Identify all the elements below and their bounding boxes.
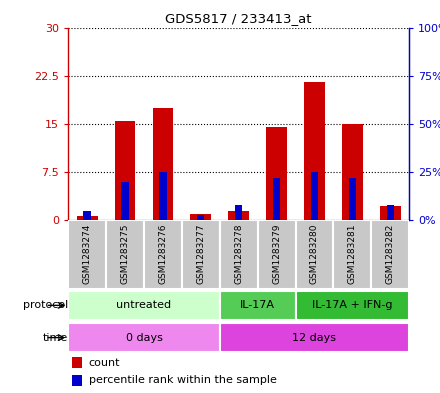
Text: GSM1283278: GSM1283278 <box>234 224 243 285</box>
Bar <box>334 220 371 289</box>
Bar <box>235 205 242 220</box>
Bar <box>72 357 82 368</box>
Text: GSM1283274: GSM1283274 <box>83 224 92 284</box>
Bar <box>220 291 296 320</box>
Bar <box>159 172 167 220</box>
Bar <box>68 220 106 289</box>
Text: IL-17A: IL-17A <box>240 300 275 310</box>
Text: GSM1283279: GSM1283279 <box>272 224 281 285</box>
Bar <box>220 323 409 352</box>
Bar <box>371 220 409 289</box>
Bar <box>311 172 318 220</box>
Bar <box>304 82 325 220</box>
Bar <box>72 375 82 386</box>
Text: percentile rank within the sample: percentile rank within the sample <box>89 375 276 385</box>
Text: GSM1283281: GSM1283281 <box>348 224 357 285</box>
Text: 0 days: 0 days <box>125 332 162 343</box>
Bar <box>68 291 220 320</box>
Bar <box>266 127 287 220</box>
Text: time: time <box>43 332 68 343</box>
Bar <box>144 220 182 289</box>
Bar <box>349 178 356 220</box>
Text: GSM1283277: GSM1283277 <box>196 224 205 285</box>
Bar <box>121 182 128 220</box>
Bar <box>387 205 394 220</box>
Title: GDS5817 / 233413_at: GDS5817 / 233413_at <box>165 12 312 25</box>
Text: protocol: protocol <box>23 300 68 310</box>
Bar <box>197 215 205 220</box>
Text: count: count <box>89 358 120 367</box>
Bar <box>106 220 144 289</box>
Text: 12 days: 12 days <box>293 332 337 343</box>
Text: GSM1283280: GSM1283280 <box>310 224 319 285</box>
Bar <box>296 220 334 289</box>
Bar <box>228 211 249 220</box>
Bar <box>273 178 280 220</box>
Text: GSM1283276: GSM1283276 <box>158 224 168 285</box>
Text: untreated: untreated <box>117 300 172 310</box>
Bar <box>182 220 220 289</box>
Bar <box>296 291 409 320</box>
Bar <box>77 216 98 220</box>
Text: GSM1283282: GSM1283282 <box>386 224 395 284</box>
Bar <box>114 121 136 220</box>
Bar <box>342 124 363 220</box>
Bar <box>380 206 401 220</box>
Text: GSM1283275: GSM1283275 <box>121 224 129 285</box>
Bar <box>191 214 211 220</box>
Text: IL-17A + IFN-g: IL-17A + IFN-g <box>312 300 392 310</box>
Bar <box>258 220 296 289</box>
Bar <box>68 323 220 352</box>
Bar <box>153 108 173 220</box>
Bar <box>220 220 258 289</box>
Bar <box>84 211 91 220</box>
